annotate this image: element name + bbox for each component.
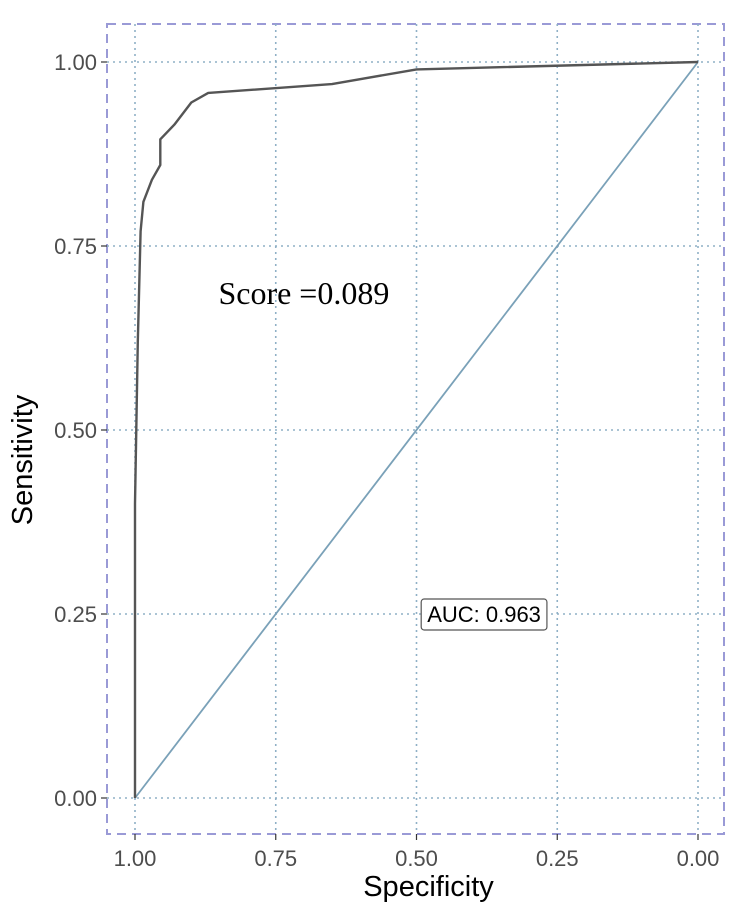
reference-diagonal-line	[134, 61, 699, 799]
y-tick-label: 0.00	[54, 786, 97, 811]
annotations: Score =0.089 AUC: 0.963	[218, 275, 548, 631]
x-tick-label: 1.00	[114, 846, 157, 871]
y-tick-label: 0.25	[54, 602, 97, 627]
axis-ticks: 1.00 0.75 0.50 0.25 0.00 0.00 0.25 0.50 0.75 1.00	[54, 50, 719, 871]
auc-label-box	[420, 598, 548, 631]
x-tick-label: 0.25	[536, 846, 579, 871]
y-tick-label: 0.50	[54, 418, 97, 443]
y-tick-label: 0.75	[54, 234, 97, 259]
x-tick-label: 0.00	[677, 846, 720, 871]
auc-label-text: AUC: 0.963	[427, 602, 541, 627]
y-axis-title: Sensitivity	[7, 394, 39, 525]
series-layer	[133, 60, 699, 799]
y-tick-label: 1.00	[54, 50, 97, 75]
x-tick-label: 0.75	[254, 846, 297, 871]
x-tick-label: 0.50	[395, 846, 438, 871]
panel-border	[106, 23, 725, 835]
auc-label: AUC: 0.963	[420, 598, 548, 631]
score-annotation: Score =0.089	[218, 275, 389, 311]
roc-curve-line	[133, 60, 699, 798]
grid-lines	[107, 24, 724, 834]
x-axis-title: Specificity	[363, 871, 494, 903]
